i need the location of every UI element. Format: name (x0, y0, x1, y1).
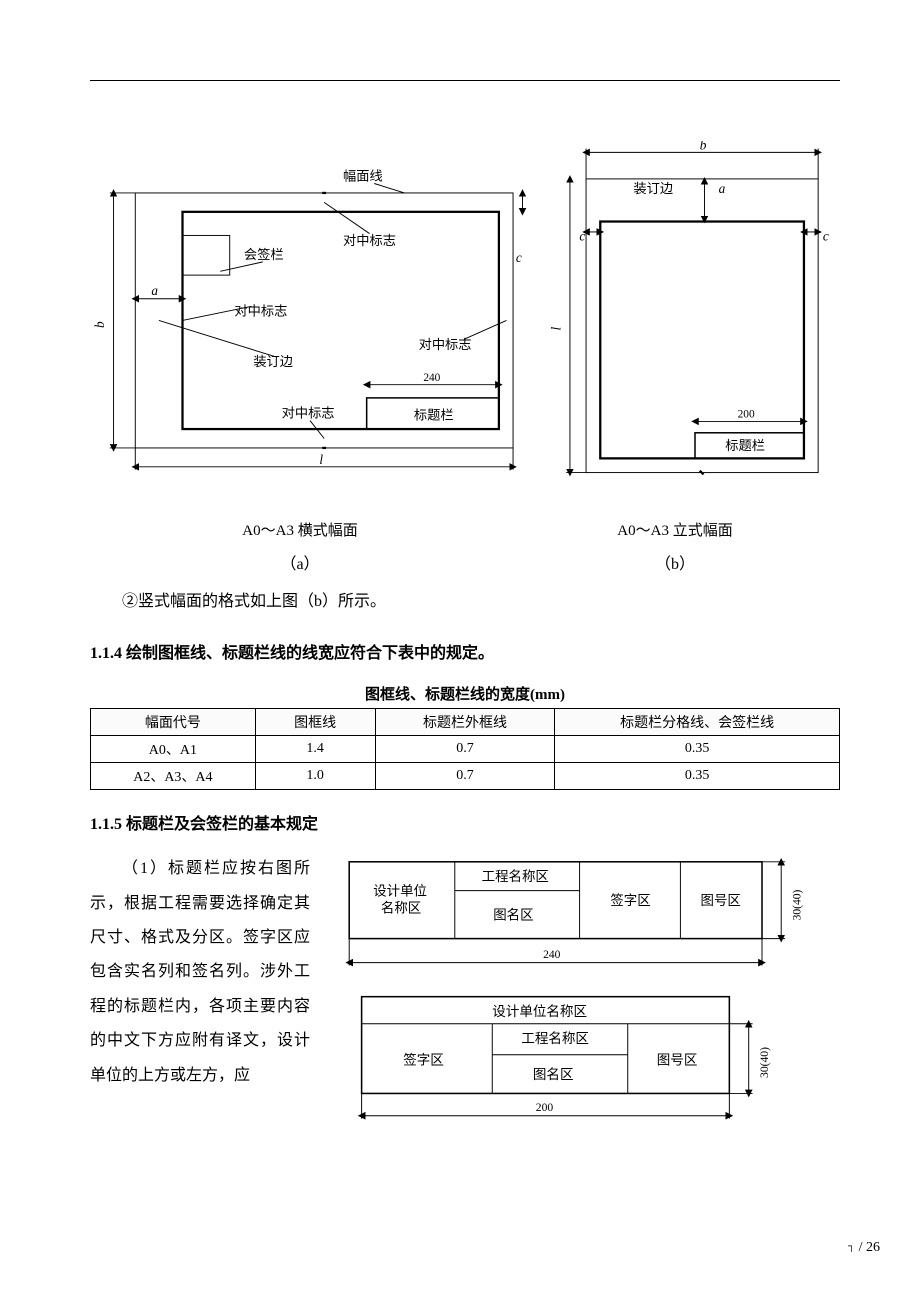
th-1: 图框线 (255, 709, 375, 736)
section-115: （1）标题栏应按右图所示，根据工程需要选择确定其尺寸、格式及分区。签字区应包含实… (90, 852, 840, 1142)
caption-b: A0～A3 立式幅面 (617, 523, 732, 539)
th-3: 标题栏分格线、会签栏线 (555, 709, 840, 736)
th-2: 标题栏外框线 (375, 709, 555, 736)
tb2-design: 设计单位名称区 (492, 1004, 587, 1019)
r0c2: 0.7 (375, 736, 555, 763)
title-block-2: 设计单位名称区 工程名称区 图名区 签字区 图号区 200 30(40) (330, 987, 790, 1137)
fig-a-huiqian: 会签栏 (244, 246, 284, 262)
fig-a-duizhong-2: 对中标志 (234, 304, 287, 319)
line-2: ②竖式幅面的格式如上图（b）所示。 (90, 584, 840, 619)
tb2-h: 30(40) (758, 1047, 771, 1078)
sub-b: （b） (655, 556, 695, 573)
figure-a: 240 幅面线 对中标志 会签栏 对中标志 装订边 对中标志 对中标志 标题栏 … (90, 141, 530, 481)
r0c0: A0、A1 (91, 736, 256, 763)
fig-a-l: l (319, 452, 323, 467)
fig-a-a: a (151, 283, 158, 298)
r1c0: A2、A3、A4 (91, 763, 256, 790)
linewidth-table: 幅面代号 图框线 标题栏外框线 标题栏分格线、会签栏线 A0、A1 1.4 0.… (90, 708, 840, 790)
para-115: （1）标题栏应按右图所示，根据工程需要选择确定其尺寸、格式及分区。签字区应包含实… (90, 852, 310, 1142)
fig-a-b: b (92, 321, 107, 328)
tb2-num: 图号区 (657, 1053, 698, 1068)
table-title: 图框线、标题栏线的宽度(mm) (90, 683, 840, 704)
caption-a: A0～A3 横式幅面 (242, 523, 357, 539)
fig-b-zhuangding: 装订边 (633, 181, 673, 196)
fig-a-fumian: 幅面线 (343, 169, 383, 184)
fig-a-duizhong-4: 对中标志 (282, 406, 335, 421)
fig-a-duizhong-3: 对中标志 (419, 337, 472, 352)
r1c3: 0.35 (555, 763, 840, 790)
fig-b-200: 200 (738, 409, 755, 421)
tb1-h: 30(40) (791, 890, 803, 921)
fig-b-l: l (550, 326, 563, 330)
fig-b-c1: c (579, 228, 585, 243)
tb2-draw: 图名区 (533, 1067, 574, 1082)
r1c1: 1.0 (255, 763, 375, 790)
r0c3: 0.35 (555, 736, 840, 763)
heading-115: 1.1.5 标题栏及会签栏的基本规定 (90, 810, 840, 834)
tb2-w: 200 (536, 1101, 554, 1114)
tb1-design: 设计单位 (373, 884, 427, 899)
tb1-draw: 图名区 (493, 908, 533, 923)
captions: A0～A3 横式幅面 A0～A3 立式幅面 (90, 519, 840, 540)
tb2-sign: 签字区 (403, 1052, 444, 1068)
sub-a: （a） (280, 556, 319, 573)
fig-b-c2: c (823, 228, 829, 243)
subcaptions: （a） （b） (90, 550, 840, 574)
r1c2: 0.7 (375, 763, 555, 790)
fig-a-duizhong-1: 对中标志 (343, 233, 396, 248)
top-rule (90, 80, 840, 81)
title-block-1: 设计单位 名称区 工程名称区 图名区 签字区 图号区 240 30(40) (330, 852, 810, 982)
r0c1: 1.4 (255, 736, 375, 763)
tb1-proj: 工程名称区 (482, 869, 549, 884)
fig-a-240: 240 (423, 372, 440, 384)
fig-b-biaoti: 标题栏 (725, 438, 765, 453)
tb1-num: 图号区 (701, 893, 741, 908)
page-number: ┐ / 26 (848, 1240, 880, 1256)
fig-a-biaoti: 标题栏 (414, 408, 454, 423)
document-page: 240 幅面线 对中标志 会签栏 对中标志 装订边 对中标志 对中标志 标题栏 … (0, 0, 920, 1300)
tb1-w: 240 (543, 949, 561, 961)
heading-114: 1.1.4 绘制图框线、标题栏线的线宽应符合下表中的规定。 (90, 639, 840, 663)
figures-row: 240 幅面线 对中标志 会签栏 对中标志 装订边 对中标志 对中标志 标题栏 … (90, 141, 840, 501)
figure-b: b 装订边 a c c l 200 标题栏 (550, 141, 840, 501)
tb1-design2: 名称区 (381, 901, 421, 916)
fig-a-c: c (516, 250, 522, 265)
fig-b-b: b (700, 141, 707, 153)
fig-b-a: a (719, 181, 726, 196)
tb2-proj: 工程名称区 (521, 1031, 589, 1046)
tb1-sign: 签字区 (610, 892, 650, 908)
th-0: 幅面代号 (91, 709, 256, 736)
